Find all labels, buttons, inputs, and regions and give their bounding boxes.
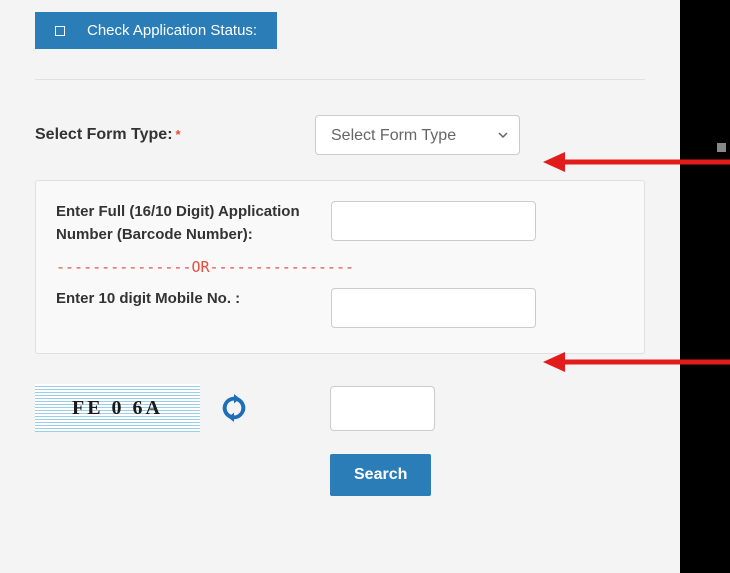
header-title: Check Application Status: — [87, 22, 257, 39]
application-number-label: Enter Full (16/10 Digit) Application Num… — [56, 201, 331, 246]
captcha-input[interactable] — [330, 386, 435, 431]
input-panel: Enter Full (16/10 Digit) Application Num… — [35, 180, 645, 354]
form-type-select[interactable]: Select Form Type — [315, 115, 520, 155]
gray-marker — [717, 143, 726, 152]
refresh-icon[interactable] — [220, 394, 248, 422]
form-type-label: Select Form Type:* — [35, 126, 315, 144]
mobile-number-input[interactable] — [331, 288, 536, 328]
captcha-image: FE 0 6A — [35, 384, 200, 432]
black-side-strip — [680, 0, 730, 573]
or-separator: ---------------OR---------------- — [56, 258, 624, 276]
application-number-input[interactable] — [331, 201, 536, 241]
required-indicator: * — [176, 127, 181, 142]
search-button[interactable]: Search — [330, 454, 431, 496]
header-square-icon — [55, 26, 65, 36]
mobile-number-label: Enter 10 digit Mobile No. : — [56, 288, 331, 311]
check-status-header[interactable]: Check Application Status: — [35, 12, 277, 49]
